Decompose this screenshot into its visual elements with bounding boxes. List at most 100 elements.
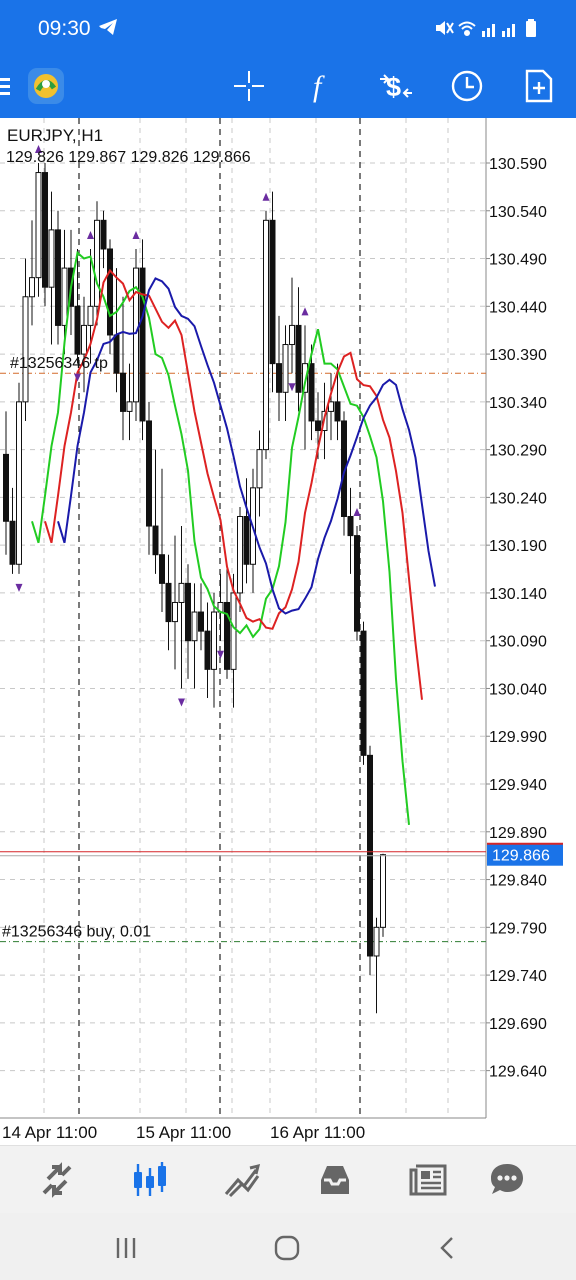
candle-bear [347, 515, 354, 537]
news-icon[interactable] [398, 1154, 458, 1206]
candle-bull [256, 449, 263, 489]
app-logo[interactable] [16, 58, 76, 114]
quotes-icon[interactable] [27, 1154, 87, 1206]
candle-bear [334, 401, 341, 422]
chart-icon[interactable] [120, 1154, 180, 1206]
candle-bear [360, 630, 367, 756]
y-tick-label: 130.440 [489, 299, 547, 316]
y-tick-label: 130.390 [489, 347, 547, 364]
candle-bear [3, 453, 9, 522]
candle-bull [61, 267, 68, 326]
ma-fast-line [31, 250, 410, 826]
y-tick-label: 129.890 [489, 825, 547, 842]
y-tick-label: 129.790 [489, 920, 547, 937]
candle-bull [126, 401, 133, 412]
y-tick-label: 130.140 [489, 586, 547, 603]
battery-icon [526, 19, 536, 37]
fractal-down-arrow [178, 698, 185, 707]
candle-bear [139, 267, 146, 422]
mute-icon [436, 21, 454, 35]
candle-bear [165, 582, 172, 623]
fractal-up-arrow [87, 230, 94, 239]
chart-canvas[interactable]: #13256346 tp #13256346 buy, 0.01 130.590 13… [0, 118, 576, 1145]
y-tick-label: 129.690 [489, 1016, 547, 1033]
svg-text:f: f [313, 70, 325, 103]
price-chart[interactable]: #13256346 tp #13256346 buy, 0.01 130.590 13… [0, 118, 576, 1145]
x-tick-label: 16 Apr 11:00 [270, 1123, 365, 1142]
y-tick-label: 130.540 [489, 204, 547, 221]
candle-bear [276, 363, 282, 393]
y-tick-label: 130.290 [489, 443, 547, 460]
y-tick-label: 129.840 [489, 873, 547, 890]
new-order-icon[interactable] [509, 58, 569, 114]
ma-slow-line [57, 277, 436, 615]
trade-nav-icon[interactable] [212, 1154, 272, 1206]
indicators-icon[interactable]: f [292, 58, 352, 114]
candle-bull [302, 363, 308, 393]
recents-icon[interactable] [96, 1228, 156, 1268]
candle-bull [29, 277, 35, 298]
candle-bull [282, 344, 289, 393]
candle-bull [178, 582, 185, 603]
candle-bull [35, 172, 42, 279]
fractal-down-arrow [15, 583, 23, 592]
candle-bull [237, 515, 243, 594]
home-icon[interactable] [257, 1228, 317, 1268]
ma-mid-line [44, 268, 423, 700]
candle-bull [328, 401, 334, 412]
y-tick-label: 130.240 [489, 490, 547, 507]
candle-bear [185, 582, 191, 642]
fractal-up-arrow [132, 230, 140, 239]
crosshair-icon[interactable] [219, 58, 279, 114]
status-time: 09:30 [38, 17, 91, 40]
candle-bear [100, 219, 107, 250]
candle-bull [16, 401, 22, 565]
current-price-label: 129.866 [492, 848, 550, 865]
candle-bear [113, 334, 120, 374]
candle-bear [42, 172, 48, 288]
fractal-down-arrow [217, 650, 224, 659]
candle-bull [22, 296, 29, 403]
messages-icon[interactable] [477, 1154, 537, 1206]
history-icon[interactable] [305, 1154, 365, 1206]
system-nav [0, 1213, 576, 1280]
timeframe-clock-icon[interactable] [437, 58, 497, 114]
fractal-down-arrow [288, 383, 296, 392]
candle-bear [354, 535, 360, 632]
candle-bear [120, 372, 126, 412]
y-tick-label: 130.190 [489, 538, 547, 555]
x-tick-label: 14 Apr 11:00 [2, 1123, 97, 1142]
menu-icon[interactable] [0, 58, 22, 114]
candle-bear [269, 219, 276, 365]
candle-bull [230, 592, 237, 670]
y-tick-label: 130.490 [489, 252, 547, 269]
candle-bull [211, 611, 217, 670]
candle-bull [380, 854, 386, 928]
candle-bear [315, 420, 321, 432]
ohlc-label: 129.826 129.867 129.826 129.866 [6, 149, 251, 166]
candle-bull [172, 601, 178, 623]
status-icons [436, 19, 536, 37]
fractal-down-arrow [74, 373, 81, 382]
y-tick-label: 129.940 [489, 777, 547, 794]
candle-bull [191, 611, 198, 642]
x-tick-label: 15 Apr 11:00 [136, 1123, 231, 1142]
telegram-icon [99, 19, 117, 35]
candle-bull [94, 219, 100, 307]
candle-bear [308, 363, 315, 422]
candle-bear [204, 630, 211, 670]
y-tick-label: 129.990 [489, 729, 547, 746]
candle-bear [74, 305, 81, 355]
back-icon[interactable] [418, 1228, 478, 1268]
toolbar: f $ [0, 58, 576, 118]
candle-bear [146, 420, 152, 527]
trade-icon[interactable]: $ [366, 58, 426, 114]
order-label: #13256346 buy, 0.01 [2, 924, 151, 941]
candle-bear [198, 611, 204, 632]
y-tick-label: 129.740 [489, 968, 547, 985]
candle-bear [224, 601, 230, 670]
candle-bull [87, 305, 94, 326]
candle-bull [133, 267, 139, 403]
candle-bear [341, 420, 347, 517]
candle-bear [243, 515, 250, 565]
